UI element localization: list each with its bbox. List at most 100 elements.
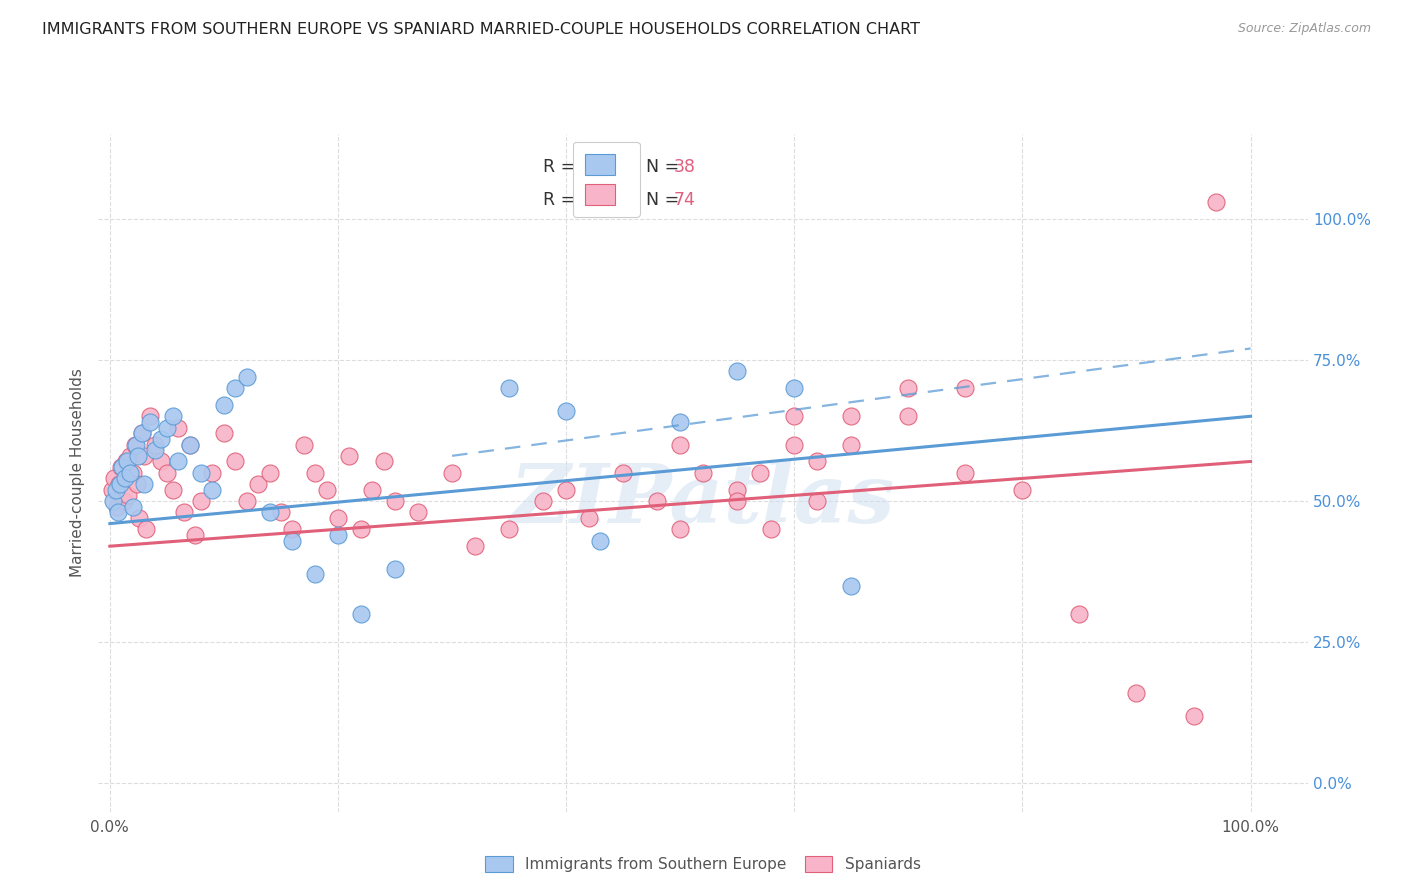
Point	[120, 466, 142, 480]
Text: 0.183: 0.183	[579, 158, 628, 176]
Point	[281, 533, 304, 548]
Point	[897, 381, 920, 395]
Point	[162, 483, 184, 497]
Point	[259, 466, 281, 480]
Text: R =: R =	[543, 192, 581, 210]
Point	[125, 437, 148, 451]
Point	[103, 471, 125, 485]
Legend: Immigrants from Southern Europe, Spaniards: Immigrants from Southern Europe, Spaniar…	[478, 848, 928, 880]
Point	[107, 505, 129, 519]
Point	[749, 466, 772, 480]
Point	[783, 381, 806, 395]
Point	[669, 437, 692, 451]
Point	[247, 477, 270, 491]
Point	[120, 449, 142, 463]
Point	[139, 409, 162, 424]
Point	[117, 488, 139, 502]
Point	[145, 443, 167, 458]
Point	[121, 466, 143, 480]
Point	[350, 607, 373, 621]
Point	[108, 477, 131, 491]
Point	[131, 426, 153, 441]
Point	[111, 460, 134, 475]
Point	[259, 505, 281, 519]
Point	[104, 483, 127, 497]
Point	[384, 494, 406, 508]
Point	[270, 505, 292, 519]
Point	[156, 466, 179, 480]
Point	[139, 415, 162, 429]
Point	[135, 522, 157, 536]
Point	[124, 437, 146, 451]
Point	[121, 500, 143, 514]
Point	[326, 511, 349, 525]
Point	[464, 539, 486, 553]
Point	[212, 426, 235, 441]
Point	[114, 454, 136, 468]
Point	[115, 454, 138, 468]
Text: Source: ZipAtlas.com: Source: ZipAtlas.com	[1237, 22, 1371, 36]
Point	[190, 466, 212, 480]
Text: N =: N =	[636, 158, 685, 176]
Point	[110, 460, 132, 475]
Point	[127, 477, 149, 491]
Point	[692, 466, 714, 480]
Point	[235, 494, 257, 508]
Point	[337, 449, 360, 463]
Point	[167, 420, 190, 434]
Point	[184, 528, 207, 542]
Point	[498, 381, 520, 395]
Point	[555, 483, 578, 497]
Point	[806, 494, 828, 508]
Point	[441, 466, 464, 480]
Point	[167, 454, 190, 468]
Point	[725, 494, 748, 508]
Point	[201, 466, 224, 480]
Y-axis label: Married-couple Households: Married-couple Households	[69, 368, 84, 577]
Point	[112, 494, 135, 508]
Point	[361, 483, 384, 497]
Point	[1205, 194, 1227, 209]
Point	[304, 466, 326, 480]
Point	[725, 483, 748, 497]
Point	[315, 483, 337, 497]
Point	[304, 567, 326, 582]
Point	[783, 437, 806, 451]
Point	[103, 494, 125, 508]
Point	[108, 477, 131, 491]
Text: ZIPatlas: ZIPatlas	[510, 460, 896, 540]
Point	[373, 454, 395, 468]
Point	[179, 437, 201, 451]
Point	[839, 409, 862, 424]
Point	[224, 454, 246, 468]
Point	[1011, 483, 1033, 497]
Point	[235, 369, 257, 384]
Point	[350, 522, 373, 536]
Point	[156, 420, 179, 434]
Point	[897, 409, 920, 424]
Point	[281, 522, 304, 536]
Text: 38: 38	[673, 158, 696, 176]
Point	[190, 494, 212, 508]
Point	[1125, 686, 1147, 700]
Point	[131, 426, 153, 441]
Point	[101, 483, 124, 497]
Point	[612, 466, 634, 480]
Point	[292, 437, 315, 451]
Point	[839, 437, 862, 451]
Point	[150, 454, 173, 468]
Point	[201, 483, 224, 497]
Point	[145, 437, 167, 451]
Point	[531, 494, 554, 508]
Text: N =: N =	[636, 192, 685, 210]
Point	[578, 511, 600, 525]
Legend: , : ,	[572, 142, 640, 217]
Text: 0.215: 0.215	[579, 192, 628, 210]
Point	[212, 398, 235, 412]
Point	[1182, 708, 1205, 723]
Point	[955, 466, 977, 480]
Point	[555, 403, 578, 417]
Point	[647, 494, 669, 508]
Point	[839, 579, 862, 593]
Point	[783, 409, 806, 424]
